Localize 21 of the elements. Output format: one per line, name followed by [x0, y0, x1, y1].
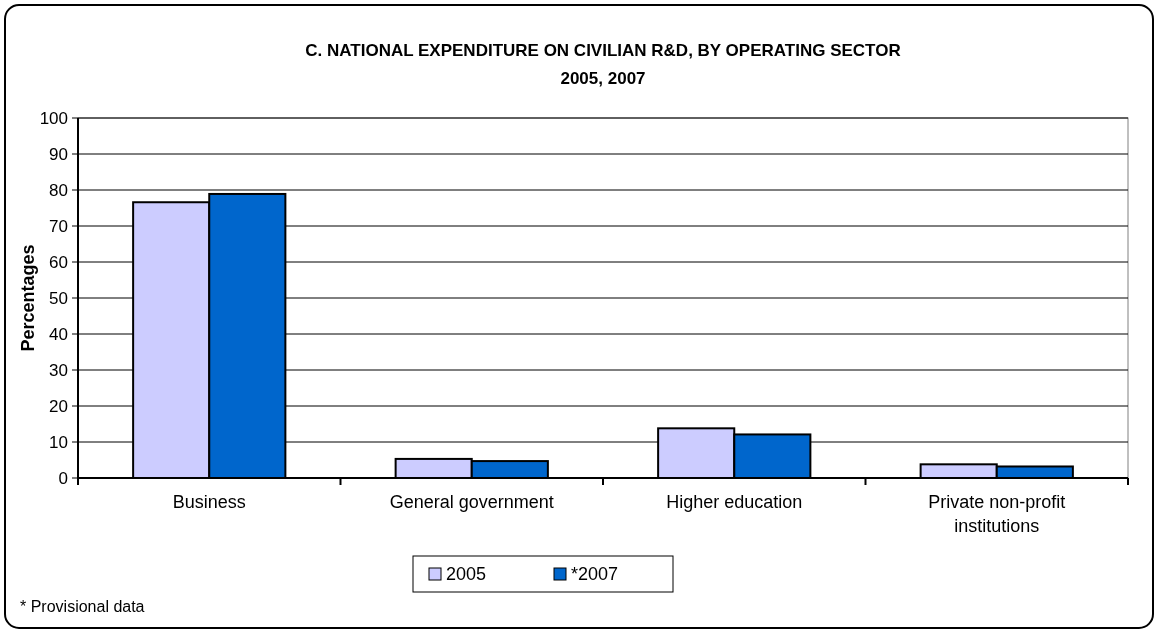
y-tick-label: 80 — [49, 180, 68, 200]
y-tick-label: 100 — [39, 108, 68, 128]
text: * Provisional data — [20, 598, 145, 615]
y-tick-label: 50 — [49, 288, 68, 308]
y-tick-label: 0 — [58, 468, 68, 488]
legend-label: *2007 — [571, 564, 619, 585]
x-tick-label: General government — [389, 492, 554, 512]
x-tick-label: Higher education — [666, 492, 803, 512]
y-axis-title: Percentages — [18, 244, 38, 352]
y-tick-label: 40 — [49, 324, 68, 344]
legend-label: 2005 — [446, 564, 487, 585]
y-tick-label: 20 — [49, 396, 68, 416]
y-tick-label: 10 — [49, 432, 68, 452]
x-tick-label: Business — [172, 492, 246, 512]
y-tick-label: 70 — [49, 216, 68, 236]
chart-subtitle: 2005, 2007 — [560, 69, 646, 88]
y-tick-label: 90 — [49, 144, 68, 164]
y-tick-label: 60 — [49, 252, 68, 272]
chart-title: C. NATIONAL EXPENDITURE ON CIVILIAN R&D, BY OPERATING SECTOR — [305, 41, 901, 60]
x-tick-label: Private non-profit institutions — [928, 492, 1066, 536]
y-tick-label: 30 — [49, 360, 68, 380]
